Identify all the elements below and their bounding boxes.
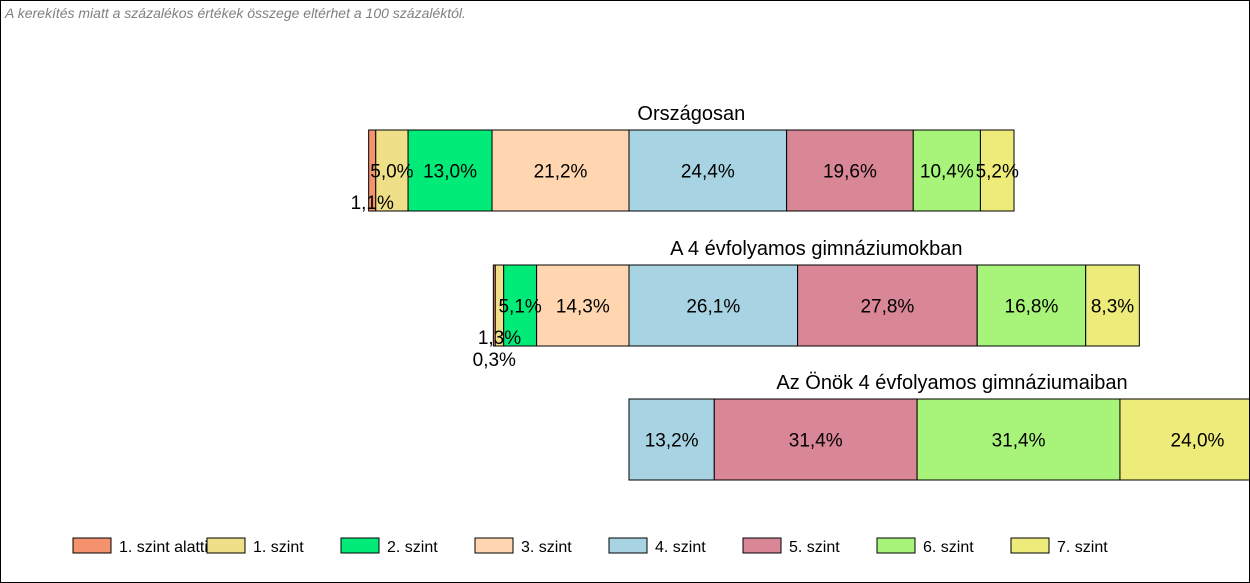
legend-label: 1. szint [253, 539, 304, 556]
legend-swatch [1010, 537, 1050, 554]
legend-label: 2. szint [387, 539, 438, 556]
segment-label: 13,2% [645, 431, 699, 452]
segment-label: 24,0% [1171, 431, 1225, 452]
segment-label: 31,4% [789, 431, 843, 452]
bar-segment [912, 129, 981, 212]
bar-segment [1119, 398, 1249, 481]
legend-swatch [608, 537, 648, 554]
bar-segment [713, 398, 918, 481]
segment-label: 10,4% [920, 162, 974, 183]
segment-label: 21,2% [534, 162, 588, 183]
segment-label: 19,6% [823, 162, 877, 183]
bar-segment [375, 129, 409, 212]
bar-segment [1085, 264, 1140, 347]
legend-swatch [340, 537, 380, 554]
legend-swatch [206, 537, 246, 554]
bar-title: Az Önök 4 évfolyamos gimnáziumaiban [776, 372, 1127, 394]
segment-label: 5,0% [370, 162, 413, 183]
rounding-note: A kerekítés miatt a százalékos értékek ö… [5, 5, 466, 21]
bar-segment [786, 129, 914, 212]
segment-label: 0,3% [473, 350, 516, 371]
bar-segment [628, 264, 799, 347]
legend-swatch [876, 537, 916, 554]
segment-label: 27,8% [860, 297, 914, 318]
legend-label: 3. szint [521, 539, 572, 556]
bar-segment [976, 264, 1087, 347]
segment-label: 8,3% [1091, 297, 1134, 318]
bar-segment [628, 129, 788, 212]
segment-label: 31,4% [992, 431, 1046, 452]
bar-segment [491, 129, 630, 212]
segment-label: 1,3% [478, 328, 521, 349]
segment-label: 16,8% [1005, 297, 1059, 318]
segment-label: 26,1% [686, 297, 740, 318]
legend-label: 5. szint [789, 539, 840, 556]
legend-label: 4. szint [655, 539, 706, 556]
segment-label: 5,2% [976, 162, 1019, 183]
bar-title: A 4 évfolyamos gimnáziumokban [670, 238, 962, 260]
bar-segment [916, 398, 1121, 481]
bar-segment [797, 264, 978, 347]
bar-segment [628, 398, 715, 481]
legend-swatch [474, 537, 514, 554]
bar-segment [979, 129, 1015, 212]
legend-label: 1. szint alatti [119, 539, 208, 556]
legend-swatch [72, 537, 112, 554]
segment-label: 5,1% [498, 297, 541, 318]
legend-label: 7. szint [1057, 539, 1108, 556]
legend-label: 6. szint [923, 539, 974, 556]
segment-label: 24,4% [681, 162, 735, 183]
segment-label: 1,1% [351, 193, 394, 214]
legend-swatch [742, 537, 782, 554]
bar-title: Országosan [637, 103, 745, 125]
bar-segment [503, 264, 538, 347]
segment-label: 13,0% [423, 162, 477, 183]
segment-label: 14,3% [556, 297, 610, 318]
